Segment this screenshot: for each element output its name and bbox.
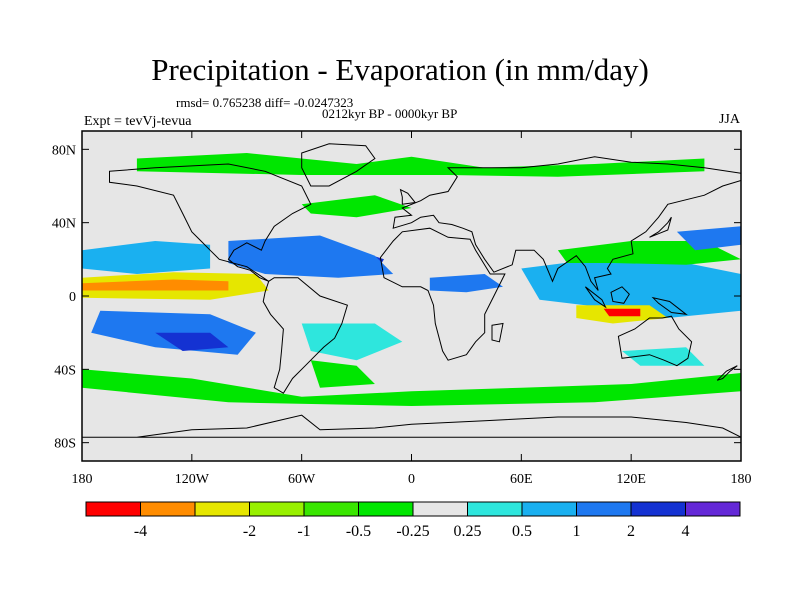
colorbar-box <box>576 501 632 517</box>
coastline-europe-asia <box>392 156 741 291</box>
coastline-africa <box>379 227 506 361</box>
colorbar-box <box>249 501 305 517</box>
coastline-north-america <box>109 163 312 282</box>
coastline-south-america <box>262 277 349 394</box>
coastline-sumatra <box>584 286 607 309</box>
region-nh-atlantic-green <box>301 195 412 218</box>
region-wpac-cyan <box>521 259 741 318</box>
lat-tick-label: 80S <box>54 437 76 452</box>
coastline-greenland <box>301 143 376 187</box>
lat-tick-label: 40S <box>54 363 76 378</box>
colorbar-box <box>358 501 414 517</box>
lon-tick-label: 120W <box>175 472 210 487</box>
colorbar-box <box>630 501 686 517</box>
region-arctic-green <box>136 153 705 177</box>
coastline-new-zealand <box>716 365 738 381</box>
region-sh-highlat-green <box>82 369 741 406</box>
lon-tick-label: 60E <box>510 472 533 487</box>
lat-tick-label: 0 <box>69 290 76 305</box>
experiment-label: Expt = tevVj-tevua <box>84 114 192 129</box>
colorbar-label: -1 <box>297 523 310 540</box>
colorbar-label: 0.5 <box>512 523 532 540</box>
coastline-new-guinea <box>651 296 688 316</box>
colorbar-box <box>194 501 250 517</box>
colorbar-label: -2 <box>243 523 256 540</box>
colorbar-box <box>412 501 468 517</box>
colorbar-box <box>521 501 577 517</box>
lon-tick-label: 60W <box>288 472 316 487</box>
lon-tick-label: 180 <box>72 472 93 487</box>
lon-tick-label: 180 <box>731 472 752 487</box>
lon-tick-label: 0 <box>408 472 415 487</box>
coastline-borneo <box>610 286 630 304</box>
colorbar-label: 4 <box>682 523 690 540</box>
season-label: JJA <box>718 112 740 127</box>
colorbar-box <box>685 501 741 517</box>
chart-title: Precipitation - Evaporation (in mm/day) <box>151 52 649 87</box>
lat-tick-label: 40N <box>52 217 76 232</box>
colorbar-box <box>85 501 141 517</box>
colorbar-label: -4 <box>134 523 147 540</box>
region-south-atlantic-green <box>310 360 375 388</box>
colorbar-box <box>303 501 359 517</box>
colorbar-label: -0.25 <box>396 523 429 540</box>
coastline-japan <box>649 216 672 238</box>
stats-text: rmsd= 0.765238 diff= -0.0247323 <box>176 95 354 110</box>
colorbar-box <box>140 501 196 517</box>
region-nw-pac-blue <box>676 226 741 251</box>
colorbar-label: 0.25 <box>454 523 482 540</box>
region-nh-pacific-blue <box>82 241 211 274</box>
lat-tick-label: 80N <box>52 143 76 158</box>
colorbar-label: 2 <box>627 523 635 540</box>
coastline-australia <box>617 315 693 367</box>
region-africa-blue <box>429 274 503 293</box>
region-sh-atlantic-cyan <box>301 323 403 361</box>
coastline-antarctica <box>82 414 741 438</box>
coastline-madagascar <box>491 322 504 343</box>
colorbar-label: -0.5 <box>346 523 371 540</box>
colorbar-box <box>467 501 523 517</box>
period-text: 0212kyr BP - 0000kyr BP <box>322 106 458 121</box>
region-maritime-red <box>603 308 641 317</box>
region-east-pac-orange <box>82 279 229 291</box>
region-atlantic-itcz-blue <box>228 235 394 278</box>
region-sh-pacific-dark <box>155 332 229 351</box>
lon-tick-label: 120E <box>616 472 646 487</box>
coastline-uk <box>399 188 417 205</box>
colorbar-label: 1 <box>573 523 581 540</box>
